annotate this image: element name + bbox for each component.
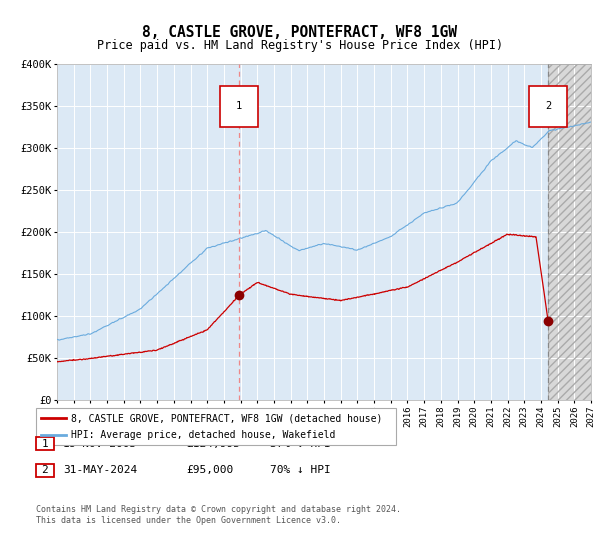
- Text: 37% ↓ HPI: 37% ↓ HPI: [270, 438, 331, 449]
- Text: 8, CASTLE GROVE, PONTEFRACT, WF8 1GW: 8, CASTLE GROVE, PONTEFRACT, WF8 1GW: [143, 25, 458, 40]
- Text: 2: 2: [545, 101, 551, 111]
- Text: 18-NOV-2005: 18-NOV-2005: [63, 438, 137, 449]
- Text: HPI: Average price, detached house, Wakefield: HPI: Average price, detached house, Wake…: [71, 430, 335, 440]
- Text: 2: 2: [41, 465, 49, 475]
- Bar: [548, 64, 591, 400]
- Text: 1: 1: [236, 101, 242, 111]
- Text: 31-MAY-2024: 31-MAY-2024: [63, 465, 137, 475]
- Text: 1: 1: [41, 438, 49, 449]
- Text: Contains HM Land Registry data © Crown copyright and database right 2024.
This d: Contains HM Land Registry data © Crown c…: [36, 505, 401, 525]
- Bar: [548, 64, 591, 400]
- Text: 8, CASTLE GROVE, PONTEFRACT, WF8 1GW (detached house): 8, CASTLE GROVE, PONTEFRACT, WF8 1GW (de…: [71, 413, 382, 423]
- Text: £124,995: £124,995: [186, 438, 240, 449]
- Text: Price paid vs. HM Land Registry's House Price Index (HPI): Price paid vs. HM Land Registry's House …: [97, 39, 503, 52]
- Text: £95,000: £95,000: [186, 465, 233, 475]
- Text: 70% ↓ HPI: 70% ↓ HPI: [270, 465, 331, 475]
